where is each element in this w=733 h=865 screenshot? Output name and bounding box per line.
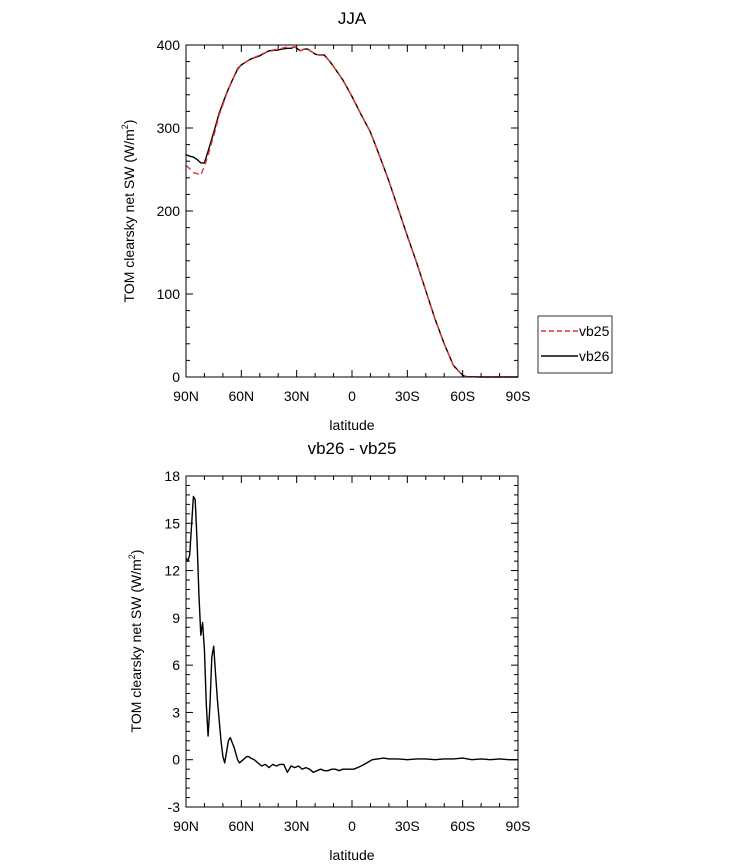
y-tick-label: 18	[164, 468, 180, 484]
x-axis-title: latitude	[329, 417, 374, 433]
y-tick-labels: -3 0 3 6 9 12 15 18	[164, 468, 180, 815]
x-tick-label: 90N	[173, 818, 199, 834]
y-axis-title-text: TOM clearsky net SW (W/m	[128, 559, 144, 732]
chart-diff: vb26 - vb25 90N 60N 30N 0 30S 60S 90S -3 0 3 6 9 12…	[127, 439, 530, 863]
y-axis-title: TOM clearsky net SW (W/m2)	[120, 120, 137, 303]
x-tick-label: 60S	[450, 388, 475, 404]
legend-label-vb25: vb25	[579, 323, 610, 339]
y-axis-title-close: )	[128, 550, 144, 555]
y-axis-title-sup: 2	[120, 124, 130, 129]
y-tick-label: 0	[172, 369, 180, 385]
y-axis-title-sup: 2	[127, 554, 137, 559]
series-line-vb25	[185, 46, 518, 378]
y-tick-label: 9	[172, 610, 180, 626]
plot-frame	[185, 475, 519, 808]
x-tick-label: 30N	[284, 818, 310, 834]
x-tick-label: 60N	[228, 818, 254, 834]
x-tick-label: 30S	[395, 818, 420, 834]
chart-title: JJA	[338, 9, 367, 28]
series-layer	[185, 495, 518, 773]
x-tick-labels: 90N 60N 30N 0 30S 60S 90S	[173, 818, 530, 834]
chart-title: vb26 - vb25	[308, 439, 397, 458]
y-tick-label: 300	[157, 120, 181, 136]
chart-jja: JJA 90N 60N 30N 0 30S 60S 90S 0 100 200 300 400 la…	[120, 9, 613, 433]
x-tick-label: 0	[348, 388, 356, 404]
x-tick-label: 90N	[173, 388, 199, 404]
x-axis-title: latitude	[329, 847, 374, 863]
series-layer	[185, 46, 518, 378]
x-tick-label: 90S	[506, 818, 531, 834]
x-tick-labels: 90N 60N 30N 0 30S 60S 90S	[173, 388, 530, 404]
legend-box	[537, 315, 613, 374]
x-tick-label: 30N	[284, 388, 310, 404]
y-tick-label: 6	[172, 657, 180, 673]
y-axis-title-text: TOM clearsky net SW (W/m	[121, 129, 137, 302]
y-tick-label: 200	[157, 203, 181, 219]
y-tick-label: 15	[164, 515, 180, 531]
y-tick-label: 100	[157, 286, 181, 302]
y-tick-label: -3	[168, 799, 181, 815]
x-tick-label: 90S	[506, 388, 531, 404]
x-tick-label: 60N	[228, 388, 254, 404]
y-tick-label: 3	[172, 704, 180, 720]
y-tick-label: 12	[164, 563, 180, 579]
y-tick-label: 400	[157, 37, 181, 53]
series-line-vb26	[185, 46, 518, 378]
series-line-difference	[185, 495, 518, 773]
tick-layer	[185, 44, 519, 378]
x-tick-label: 0	[348, 818, 356, 834]
legend-label-vb26: vb26	[579, 348, 610, 364]
y-axis-title: TOM clearsky net SW (W/m2)	[127, 550, 144, 733]
plot-frame	[185, 44, 519, 378]
y-axis-title-close: )	[121, 120, 137, 125]
y-tick-labels: 0 100 200 300 400	[157, 37, 181, 385]
x-tick-label: 60S	[450, 818, 475, 834]
y-tick-label: 0	[172, 752, 180, 768]
x-tick-label: 30S	[395, 388, 420, 404]
tick-layer	[185, 475, 519, 808]
legend: vb25 vb26	[537, 315, 613, 374]
